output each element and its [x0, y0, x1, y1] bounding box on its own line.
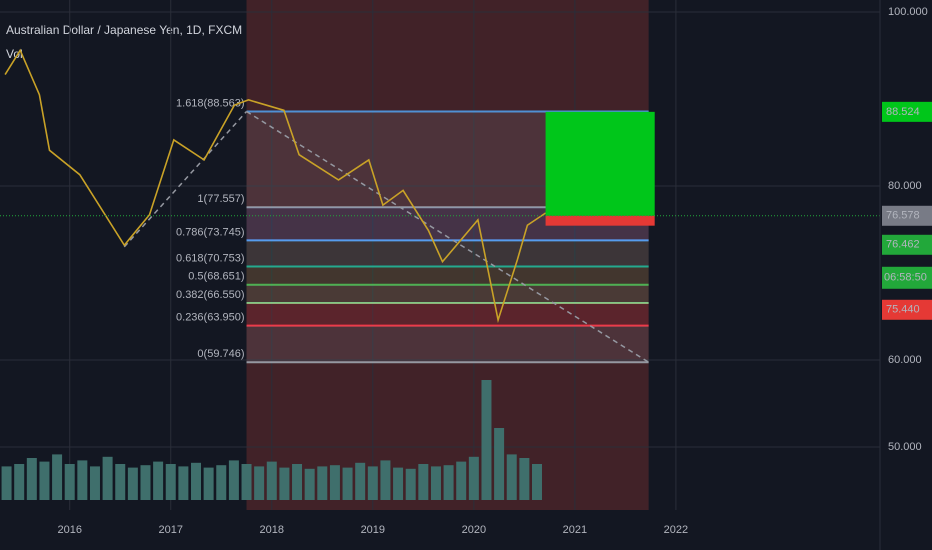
volume-bar	[405, 468, 416, 500]
volume-bar	[178, 466, 189, 500]
volume-bar	[367, 466, 378, 500]
volume-bar	[430, 466, 441, 500]
price-label: 75.440	[886, 304, 920, 316]
volume-bar	[1, 466, 12, 500]
price-layer	[4, 48, 547, 324]
volume-bar	[26, 458, 37, 500]
volume-bar	[342, 467, 353, 500]
x-tick-label: 2017	[159, 524, 183, 536]
fib-label: 0(59.746)	[197, 348, 244, 360]
trendline	[123, 111, 248, 248]
volume-bar	[140, 465, 151, 500]
axis-layer: 100.000 80.000 60.000 50.000 2016 2017 2018 201…	[57, 0, 932, 550]
x-tick-label: 2020	[462, 524, 486, 536]
fib-label: 0.786(73.745)	[176, 226, 245, 238]
countdown-bg	[882, 266, 932, 289]
pos-layer	[0, 111, 880, 226]
volume-bar	[241, 464, 252, 500]
fib-zone	[246, 240, 649, 267]
volume-bar	[355, 462, 366, 500]
volume-bar	[52, 454, 63, 500]
price-label-bg	[882, 299, 932, 320]
price-label: 88.524	[886, 106, 920, 118]
volume-bar	[64, 464, 75, 500]
fib-label: 1.618(88.563)	[176, 97, 245, 109]
x-tick-label: 2016	[57, 524, 81, 536]
price-line	[4, 48, 547, 324]
stop-zone	[545, 215, 655, 226]
volume-bar	[266, 461, 277, 500]
price-label-bg	[882, 101, 932, 122]
volume-bar	[102, 456, 113, 500]
x-tick-label: 2022	[664, 524, 688, 536]
volume-bar	[494, 428, 505, 500]
volume-bar	[468, 456, 479, 500]
volume-bar	[531, 464, 542, 500]
volume-bar	[203, 467, 214, 500]
volume-bar	[443, 465, 454, 500]
countdown: 06:58:50	[884, 272, 927, 284]
volume-bar	[506, 454, 517, 500]
fib-zone	[246, 303, 649, 326]
vol-layer	[1, 380, 542, 500]
volume-bar	[216, 465, 227, 500]
volume-bar	[519, 458, 530, 500]
y-tick-label: 60.000	[888, 354, 922, 366]
x-tick-label: 2018	[260, 524, 284, 536]
volume-bar	[456, 461, 467, 500]
volume-bar	[418, 464, 429, 500]
volume-bar	[329, 465, 340, 500]
y-tick-label: 100.000	[888, 6, 928, 18]
volume-bar	[228, 460, 239, 500]
grid-layer	[0, 0, 880, 510]
x-tick-label: 2021	[563, 524, 587, 536]
volume-bar	[254, 466, 265, 500]
fib-label: 0.236(63.950)	[176, 312, 245, 324]
volume-bar	[115, 464, 126, 500]
volume-bar	[380, 460, 391, 500]
fib-label: 0.618(70.753)	[176, 252, 245, 264]
y-tick-label: 80.000	[888, 180, 922, 192]
chart-title: Australian Dollar / Japanese Yen, 1D, FX…	[6, 23, 242, 37]
fib-label: 1(77.557)	[197, 193, 244, 205]
y-tick-label: 50.000	[888, 441, 922, 453]
volume-label: Vol	[6, 47, 23, 61]
volume-bar	[317, 466, 328, 500]
volume-bar	[481, 380, 492, 500]
volume-bar	[127, 467, 138, 500]
fib-zone	[246, 325, 649, 363]
fib-zone	[246, 284, 649, 304]
volume-bar	[292, 464, 303, 500]
price-label: 76.462	[886, 239, 920, 251]
volume-bar	[89, 466, 100, 500]
target-zone	[545, 111, 655, 216]
volume-bar	[77, 460, 88, 500]
volume-bar	[393, 467, 404, 500]
x-tick-label: 2019	[361, 524, 385, 536]
fib-zone	[246, 266, 649, 285]
price-label-bg	[882, 234, 932, 255]
fib-label: 0.382(66.550)	[176, 289, 245, 301]
price-label-bg	[882, 205, 932, 226]
fib-label: 0.5(68.651)	[188, 271, 244, 283]
volume-bar	[165, 464, 176, 500]
volume-bar	[304, 468, 315, 500]
trendline	[246, 110, 650, 363]
volume-bar	[279, 467, 290, 500]
volume-bar	[39, 461, 50, 500]
volume-bar	[153, 461, 164, 500]
volume-bar	[14, 464, 25, 500]
price-label: 76.578	[886, 210, 920, 222]
volume-bar	[191, 462, 202, 500]
